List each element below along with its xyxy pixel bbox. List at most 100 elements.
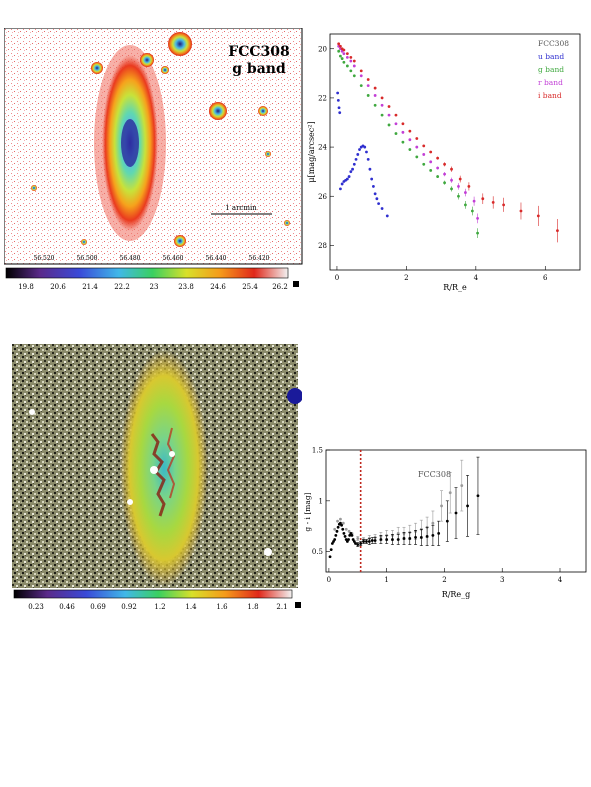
colorbar-tick-label: 24.6 — [210, 283, 226, 291]
y-tick-label: 1 — [319, 497, 323, 505]
star — [81, 239, 87, 245]
x-tick-label: 1 — [384, 576, 388, 584]
y-tick-label: 26 — [318, 193, 327, 201]
data-point — [333, 527, 337, 531]
data-point — [466, 504, 469, 508]
data-point — [429, 160, 433, 164]
data-point — [380, 96, 384, 100]
data-point — [336, 519, 339, 523]
data-point — [352, 540, 356, 543]
data-point — [429, 150, 433, 154]
data-point — [349, 69, 353, 73]
data-points — [328, 456, 480, 559]
data-point — [347, 529, 351, 533]
data-point — [337, 106, 341, 110]
data-point — [352, 162, 356, 166]
star — [265, 151, 271, 157]
data-point — [373, 192, 377, 196]
colorbar-tick-label: 19.8 — [18, 283, 34, 291]
data-point — [379, 538, 383, 541]
data-point — [366, 157, 370, 161]
data-point — [457, 194, 460, 198]
data-point — [467, 185, 471, 188]
data-point — [345, 55, 349, 59]
legend-entry-i: i band — [538, 91, 562, 100]
data-point — [345, 52, 349, 56]
data-point — [368, 167, 372, 171]
star — [284, 220, 290, 226]
data-point — [408, 129, 412, 133]
galaxy-core — [121, 119, 139, 167]
colorbar-tick-label: 1.4 — [185, 603, 197, 611]
data-point — [341, 521, 345, 525]
data-point — [339, 517, 342, 521]
data-point — [414, 536, 417, 539]
data-point — [460, 484, 464, 487]
x-tick-label: 0 — [335, 274, 339, 282]
data-points — [336, 42, 559, 243]
data-point — [335, 529, 339, 533]
data-point — [373, 103, 377, 107]
annotation: FCC308 — [418, 470, 451, 479]
legend-entry-u: u band — [538, 52, 564, 61]
data-point — [352, 59, 356, 63]
image-title-line1: FCC308 — [228, 44, 289, 60]
data-point — [339, 44, 342, 48]
ra-tick-label: 56.420 — [249, 255, 270, 262]
ra-tick-label: 56.460 — [163, 255, 184, 262]
ra-axis-labels: 56.520 56.500 56.480 56.460 56.440 56.42… — [34, 255, 270, 262]
data-point — [328, 555, 332, 559]
data-point — [339, 521, 342, 525]
ra-tick-label: 56.520 — [34, 255, 55, 262]
data-point — [345, 64, 349, 68]
data-point — [396, 538, 400, 541]
dust-lane — [166, 427, 176, 499]
y-tick-label: 22 — [318, 94, 327, 102]
y-axis-label: μ[mag/arcsec²] — [307, 121, 316, 182]
data-point — [436, 166, 440, 170]
image-title-line2: g band — [232, 61, 286, 77]
data-point — [339, 187, 342, 191]
data-point — [450, 167, 453, 171]
data-point — [340, 523, 343, 527]
data-point — [334, 534, 338, 537]
data-point — [370, 539, 374, 542]
colorbar-tick-labels: 0.23 0.46 0.69 0.92 1.2 1.4 1.6 1.8 2.1 — [28, 603, 287, 611]
data-point — [349, 170, 353, 174]
data-point — [340, 182, 344, 186]
x-tick-label: 0 — [327, 576, 331, 584]
colorbar-tick-label: 2.1 — [276, 603, 287, 611]
data-point — [336, 98, 340, 102]
star — [91, 62, 103, 74]
colorbar-tick-label: 23 — [150, 283, 159, 291]
data-point — [342, 531, 346, 535]
colorbar-tick-label: 25.4 — [242, 283, 258, 291]
data-point — [448, 491, 452, 495]
data-point — [429, 169, 433, 172]
data-point — [437, 531, 441, 535]
data-point — [365, 540, 368, 543]
data-point — [365, 150, 368, 154]
data-point — [351, 538, 355, 541]
colorbar-tick-labels: 19.8 20.6 21.4 22.2 23 23.8 24.6 25.4 26… — [18, 283, 288, 291]
data-point — [332, 540, 335, 543]
data-point — [337, 42, 341, 46]
y-tick-label: 28 — [318, 242, 327, 250]
data-point — [359, 542, 363, 545]
data-point — [436, 156, 440, 160]
white-source — [150, 466, 158, 474]
galaxy-color-body — [120, 350, 208, 586]
data-point — [380, 103, 384, 107]
data-point — [419, 536, 423, 539]
data-point — [344, 527, 348, 531]
colorbar-tick-label: 1.6 — [216, 603, 228, 611]
data-point — [431, 521, 435, 525]
x-tick-label: 2 — [442, 576, 446, 584]
data-point — [457, 185, 460, 188]
data-point — [476, 216, 479, 220]
x-tick-label: 6 — [543, 274, 548, 282]
data-point — [354, 157, 358, 161]
blue-star-artifact — [287, 388, 302, 404]
colorbar-tick-label: 20.6 — [50, 283, 66, 291]
white-source — [127, 499, 133, 505]
